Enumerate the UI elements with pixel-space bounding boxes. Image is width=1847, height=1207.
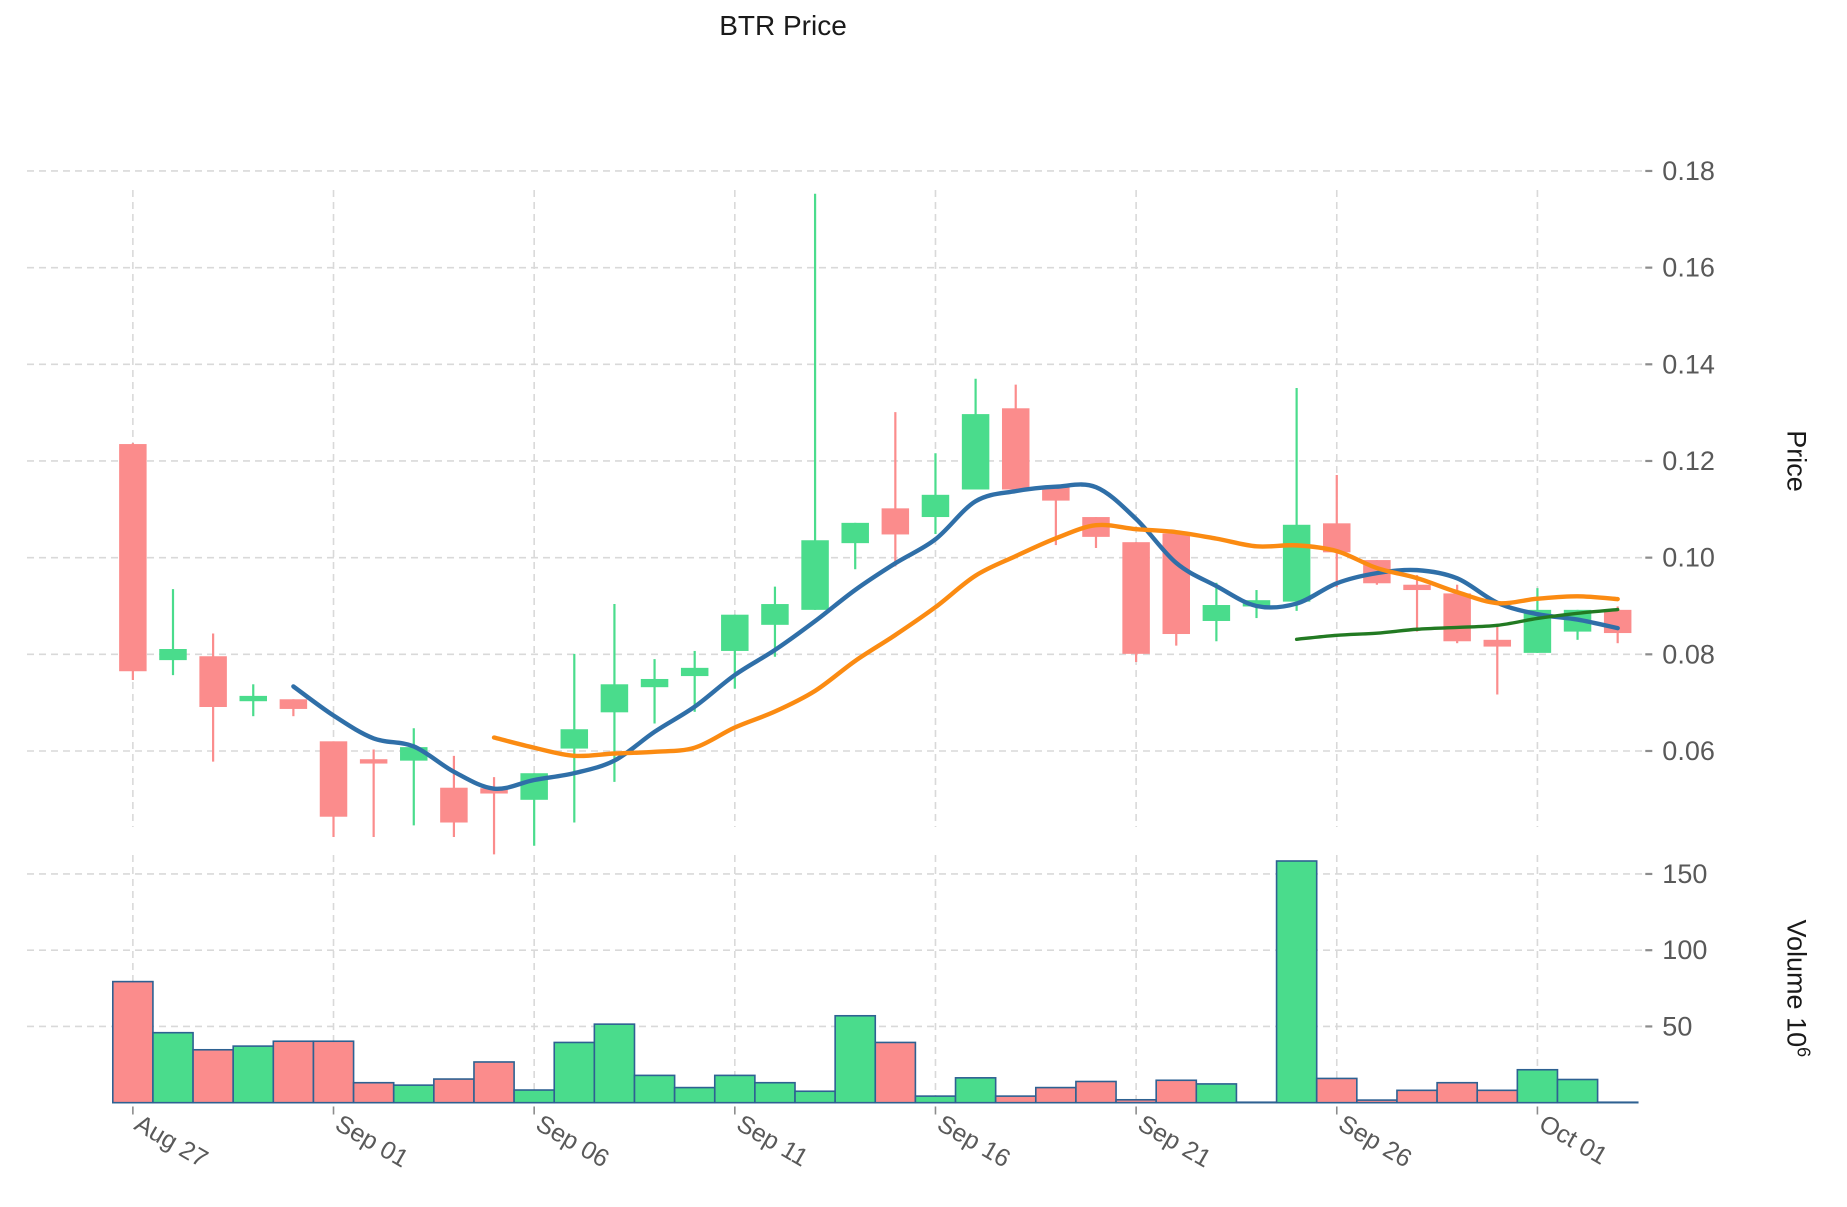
svg-text:0.08: 0.08 — [1662, 639, 1715, 669]
svg-text:50: 50 — [1662, 1011, 1692, 1041]
svg-text:0.06: 0.06 — [1662, 736, 1715, 766]
svg-text:0.12: 0.12 — [1662, 446, 1715, 476]
svg-text:150: 150 — [1662, 859, 1707, 889]
svg-text:BTR Price: BTR Price — [719, 10, 847, 41]
svg-text:Volume 106: Volume 106 — [1781, 920, 1813, 1058]
svg-text:0.14: 0.14 — [1662, 349, 1715, 379]
svg-text:100: 100 — [1662, 935, 1707, 965]
svg-text:Price: Price — [1781, 430, 1811, 492]
svg-text:0.16: 0.16 — [1662, 253, 1715, 283]
svg-text:0.10: 0.10 — [1662, 543, 1715, 573]
svg-text:0.18: 0.18 — [1662, 156, 1715, 186]
